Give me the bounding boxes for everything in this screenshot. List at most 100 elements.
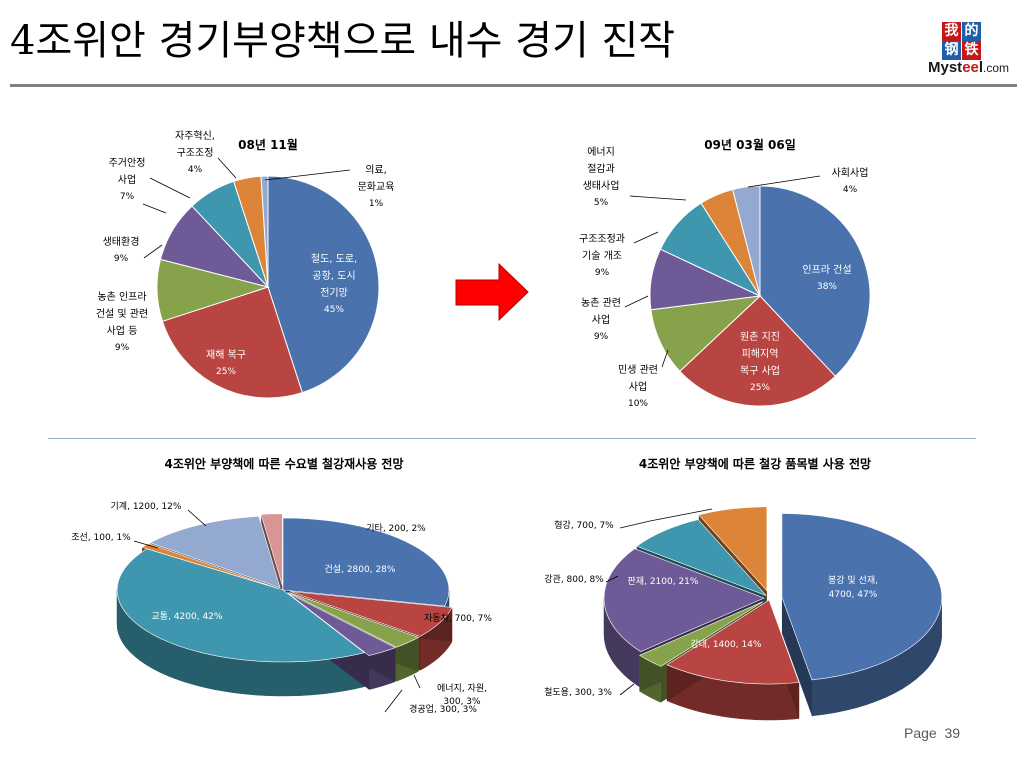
pie3d-top-5 [636,519,767,596]
slice-label: 구조조정과 [579,233,625,245]
pie3d-top-1 [781,513,943,681]
pie3d-top-3 [288,592,420,648]
right-arrow-icon [455,262,529,322]
slice-label: 자동차, 700, 7% [424,612,492,624]
slice-label: 300, 3% [443,697,481,707]
title-underline [10,84,1017,87]
pie3d-top-6 [698,506,768,592]
leader-line [217,157,237,179]
leader-line [633,231,659,244]
slice-label: 기계, 1200, 12% [111,500,182,512]
leader-line [649,508,713,522]
slice-label: 복구 사업 [740,364,780,377]
pie3d-top-4 [603,548,765,652]
slice-label: 사업 등 [107,324,138,337]
pie-slice-1 [759,185,871,377]
slide-title: 4조위안 경기부양책으로 내수 경기 진작 [10,18,676,64]
leader-line [619,683,635,696]
page-value: 39 [944,725,961,741]
pie-slice-7 [732,185,761,297]
logo-char-4: 铁 [962,41,981,60]
slice-label: 기술 개조 [582,250,622,262]
slice-label: 건설 및 관련 [96,308,148,320]
pie3d-top-7 [149,515,281,589]
slice-pct: 10% [628,399,648,409]
slice-label: 생태사업 [583,179,620,192]
leader-line [142,203,167,214]
chart-title: 09년 03월 06일 [704,137,796,152]
slice-pct: 9% [115,343,130,353]
section-divider [48,438,976,439]
leader-line [143,244,163,259]
slice-label: 절감과 [587,162,615,175]
slice-pct: 25% [750,383,770,393]
pie3d-top-6 [141,543,279,589]
slice-label: 교통, 4200, 42% [152,611,223,622]
logo-char-3: 钢 [942,41,961,60]
slice-label: 민생 관련 [618,364,658,376]
chart-title: 4조위안 부양책에 따른 수요별 철강재사용 전망 [165,456,404,471]
pie3d-top-4 [287,592,396,656]
pie3d-wall [781,597,812,716]
logo-char-1: 我 [942,22,961,41]
logo-char-2: 的 [962,22,981,41]
logo-brand-suffix: l [978,59,984,76]
page-number: Page 39 [904,725,960,741]
page-label: Page [904,725,937,741]
slice-label: 기타, 200, 2% [366,523,426,534]
slice-label: 농촌 인프라 [97,291,146,303]
pie3d-top-5 [116,548,366,663]
slice-label: 피해지역 [742,347,779,360]
slice-label: 인프라 건설 [802,264,851,276]
slice-label: 철도용, 300, 3% [544,687,612,698]
pie3d-top-2 [290,591,453,637]
pie-slice-1 [267,175,380,394]
slice-label: 문화교육 [358,181,395,193]
pie3d-top-2 [666,599,800,685]
slice-label: 전기망 [320,287,348,299]
slice-pct: 1% [369,199,384,209]
pie-slice-2 [679,295,837,407]
leader-line [619,520,651,529]
slice-label: 사회사업 [832,166,869,179]
slice-pct: 4% [843,185,858,195]
slice-label: 에너지 [587,146,615,158]
slice-label: 사업 [592,313,610,326]
slice-label: 강대, 1400, 14% [691,639,762,650]
slice-label: 사업 [118,173,136,186]
slice-pct: 7% [120,192,135,202]
slice-label: 경공업, 300, 3% [409,703,477,715]
slice-label: 4700, 47% [829,590,878,600]
leader-line [413,674,421,689]
pie-slice-2 [161,286,303,399]
slice-label: 판재, 2100, 21% [628,576,699,587]
pie3d-top-3 [638,601,764,667]
chart-title: 08년 11월 [238,137,298,152]
slice-label: 공항, 도시 [312,270,355,282]
slice-pct: 45% [324,305,344,315]
slice-label: 자주혁신, [175,130,215,142]
slice-pct: 9% [594,332,609,342]
pie-slice-7 [260,175,269,288]
slice-pct: 4% [188,165,203,175]
slice-label: 생태환경 [103,235,140,248]
slice-label: 강관, 800, 8% [544,574,604,585]
pie3d-top-8 [260,513,283,586]
slice-label: 원촌 지진 [740,331,780,343]
leader-line [149,177,191,199]
leader-line [661,349,669,368]
slice-label: 재해 복구 [206,348,246,361]
leader-line [384,689,403,713]
slice-label: 봉강 및 선재, [828,574,878,586]
logo-brand-text: Mysteel.com [928,59,1009,76]
slice-label: 주거안정 [109,157,146,169]
leader-line [624,295,649,308]
slice-label: 형강, 700, 7% [554,520,614,531]
leader-line [133,540,159,549]
slice-label: 사업 [629,380,647,393]
